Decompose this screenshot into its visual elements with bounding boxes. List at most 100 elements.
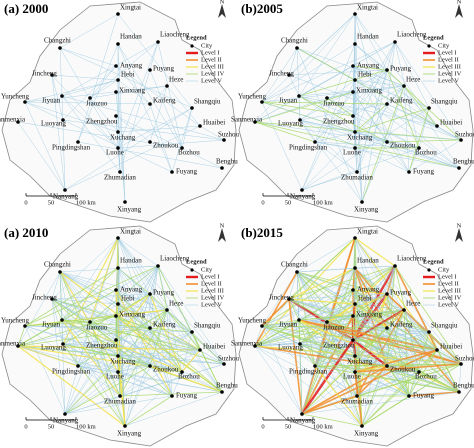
link: [361, 141, 388, 203]
link: [288, 69, 388, 76]
link: [301, 365, 316, 415]
city-dot: [353, 12, 357, 16]
link: [254, 121, 388, 143]
link: [261, 267, 356, 327]
city-dot: [170, 394, 174, 398]
link: [386, 85, 405, 143]
link: [354, 13, 438, 127]
link: [77, 309, 168, 367]
link: [394, 265, 438, 351]
city-label: Zhoukou: [390, 366, 416, 374]
link: [117, 79, 126, 203]
scale-label: 0: [261, 423, 264, 430]
link: [117, 349, 201, 373]
city-dot: [457, 166, 461, 170]
city-dot: [402, 308, 406, 312]
city-label: Puyang: [390, 289, 412, 297]
link: [354, 237, 388, 295]
city-label: Xinxiang: [119, 311, 146, 319]
city-label: Kaifeng: [153, 97, 176, 105]
city-dot: [114, 114, 118, 118]
city-label: Liaocheng: [160, 31, 190, 39]
legend-dot: [190, 44, 194, 48]
link: [288, 47, 298, 76]
link: [314, 355, 356, 367]
city-label: Luohe: [106, 149, 124, 157]
city-dot: [351, 314, 355, 318]
link: [61, 95, 225, 141]
link: [261, 91, 354, 103]
link: [314, 365, 363, 427]
legend-item: Level III: [201, 63, 224, 70]
link: [117, 355, 225, 365]
link: [117, 237, 159, 267]
link: [352, 339, 438, 351]
city-dot: [353, 354, 357, 358]
panel-title: (a) 2010: [4, 225, 48, 240]
link: [288, 298, 300, 321]
city-dot: [148, 102, 152, 106]
city-dot: [351, 64, 355, 68]
link: [254, 315, 354, 347]
city-dot: [116, 78, 120, 82]
link: [117, 147, 121, 173]
link: [124, 395, 173, 427]
city-label: Luoyang: [41, 344, 66, 352]
city-label: Xinxiang: [356, 311, 383, 319]
link: [115, 115, 223, 169]
link: [403, 85, 438, 127]
city-dot: [220, 166, 224, 170]
link: [62, 119, 173, 173]
scale-label: 0: [261, 199, 264, 206]
legend-item: Level V: [201, 301, 222, 308]
city-label: Xuchang: [110, 134, 136, 142]
city-label: Yuncheng: [238, 93, 266, 101]
city-label: Zhoukou: [390, 142, 416, 150]
link: [117, 125, 201, 133]
link: [117, 237, 173, 397]
link: [59, 271, 193, 333]
city-label: Anyang: [357, 62, 380, 70]
link: [51, 298, 119, 357]
link: [17, 121, 183, 149]
link: [356, 371, 420, 397]
panel: Xingtai Changzhi Handan Liaocheng Anyang Puya…: [231, 0, 474, 223]
link: [157, 265, 225, 365]
link: [64, 395, 173, 415]
legend-item: Level I: [201, 273, 220, 280]
city-label: Xingtai: [120, 228, 141, 236]
link: [354, 265, 396, 269]
link: [261, 289, 354, 327]
link: [59, 271, 121, 397]
legend-item: Level V: [201, 77, 222, 84]
link: [77, 331, 193, 367]
link: [64, 395, 121, 415]
city-label: Zhoukou: [153, 142, 179, 150]
link: [254, 121, 316, 143]
link: [61, 95, 66, 191]
link: [386, 293, 420, 373]
link: [403, 309, 410, 397]
city-dot: [156, 40, 160, 44]
city-dot: [355, 170, 359, 174]
link: [115, 65, 151, 105]
city-label: Jincheng: [32, 294, 57, 302]
link: [299, 103, 388, 121]
link: [157, 41, 183, 149]
city-label: Shangqiu: [431, 322, 458, 330]
legend-item: Level II: [438, 56, 459, 63]
city-dot: [353, 236, 357, 240]
panel-title: (b)2015: [241, 225, 283, 240]
link: [298, 85, 405, 97]
north-label: N: [457, 222, 462, 229]
link: [314, 141, 420, 149]
link: [166, 85, 201, 127]
link: [254, 345, 358, 397]
link: [354, 237, 462, 365]
link: [59, 47, 193, 109]
city-label: Bozhou: [178, 373, 200, 381]
link: [254, 121, 460, 169]
link: [386, 69, 462, 141]
city-label: Luohe: [343, 149, 361, 157]
city-dot: [60, 94, 64, 98]
